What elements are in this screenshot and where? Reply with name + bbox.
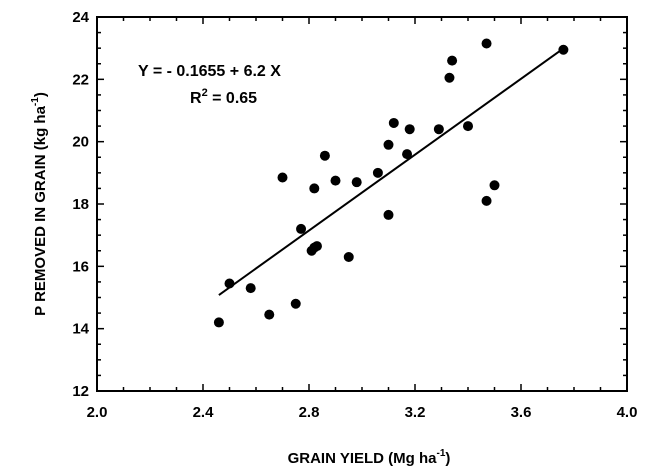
- axis-ticks: [96, 16, 628, 392]
- data-point: [383, 209, 394, 220]
- data-point: [433, 124, 444, 135]
- y-tick-label: 22: [72, 71, 89, 88]
- data-point: [245, 283, 256, 294]
- data-point: [319, 150, 330, 161]
- r-squared-label: R2 = 0.65: [190, 87, 257, 107]
- y-tick-label: 20: [72, 134, 89, 151]
- x-axis-label-superscript: -1: [437, 448, 446, 459]
- y-axis-label: P REMOVED IN GRAIN (kg ha-1): [30, 92, 49, 316]
- x-tick-label: 3.2: [405, 404, 426, 421]
- data-point: [296, 223, 307, 234]
- x-tick-label: 4.0: [617, 404, 638, 421]
- data-point: [489, 180, 500, 191]
- x-tick-label: 3.6: [511, 404, 532, 421]
- data-point: [311, 241, 322, 252]
- data-point: [277, 172, 288, 183]
- x-axis-label-text: GRAIN YIELD (Mg ha: [288, 450, 438, 467]
- r-squared-prefix: R: [190, 90, 202, 107]
- data-point: [330, 175, 341, 186]
- trendline-group: [218, 47, 564, 296]
- data-point: [351, 177, 362, 188]
- y-tick-label: 16: [72, 258, 89, 275]
- r-squared-value: = 0.65: [208, 90, 257, 107]
- y-tick-label: 12: [72, 383, 89, 400]
- data-point: [404, 124, 415, 135]
- data-point: [402, 149, 413, 160]
- x-axis-label-end: ): [445, 450, 450, 467]
- x-tick-label: 2.8: [299, 404, 320, 421]
- data-point: [309, 183, 320, 194]
- data-point: [290, 298, 301, 309]
- data-point: [481, 38, 492, 49]
- data-point: [224, 278, 235, 289]
- y-axis-label-end: ): [32, 92, 49, 97]
- regression-line: [218, 47, 564, 296]
- data-point: [481, 195, 492, 206]
- data-point: [388, 117, 399, 128]
- data-points: [213, 38, 569, 328]
- r-squared-superscript: 2: [202, 87, 208, 99]
- y-tick-label: 14: [72, 321, 89, 338]
- data-point: [383, 139, 394, 150]
- y-axis-label-superscript: -1: [30, 97, 41, 106]
- data-point: [264, 309, 275, 320]
- y-axis-label-text: P REMOVED IN GRAIN (kg ha: [32, 105, 49, 315]
- regression-equation: Y = - 0.1655 + 6.2 X: [138, 63, 281, 80]
- x-axis-label: GRAIN YIELD (Mg ha-1): [288, 448, 451, 467]
- data-point: [558, 44, 569, 55]
- axis-tick-labels: 2.0 2.4 2.8 3.2 3.6 4.0 12 14 16 18 20 22 24: [72, 9, 637, 421]
- y-tick-label: 24: [72, 9, 89, 26]
- data-point: [463, 121, 473, 132]
- data-point: [444, 72, 455, 83]
- data-point: [372, 167, 383, 178]
- data-point: [447, 55, 458, 66]
- x-tick-label: 2.0: [87, 404, 108, 421]
- x-tick-label: 2.4: [193, 404, 215, 421]
- data-point: [213, 317, 224, 328]
- data-point: [343, 251, 354, 262]
- y-tick-label: 18: [72, 196, 89, 213]
